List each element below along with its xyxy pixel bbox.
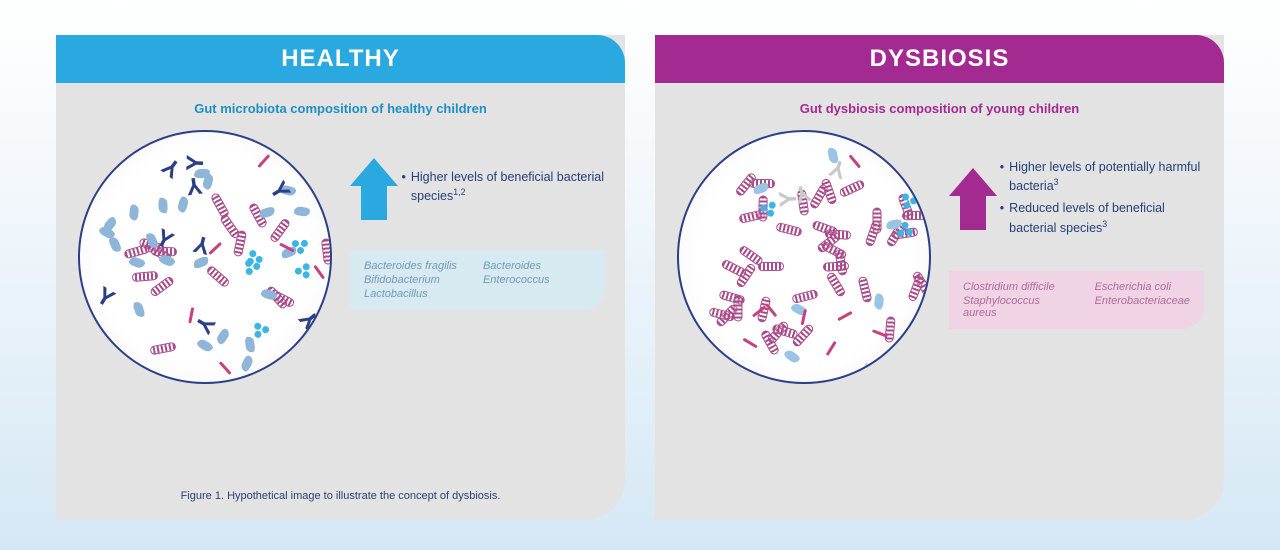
bullet-list-dysbiosis: Higher levels of potentially harmful bac… — [1000, 158, 1204, 241]
up-arrow-icon — [350, 158, 387, 220]
microbiota-circle-healthy: YYYYYYYYY — [78, 130, 332, 384]
panels: HEALTHY Gut microbiota composition of he… — [56, 35, 1224, 520]
panel-header-dysbiosis: DYSBIOSIS — [655, 35, 1224, 83]
species-box-healthy: Bacteroides fragilisBifidobacteriumLacto… — [350, 250, 605, 310]
info-col-dysbiosis: Higher levels of potentially harmful bac… — [949, 130, 1204, 335]
panel-body-dysbiosis: YYYY Higher levels of potentially harmfu… — [655, 124, 1224, 520]
microbiota-circle-dysbiosis: YYYY — [677, 130, 931, 384]
panel-healthy: HEALTHY Gut microbiota composition of he… — [56, 35, 625, 520]
figure-caption: Figure 1. Hypothetical image to illustra… — [56, 490, 625, 520]
panel-header-healthy: HEALTHY — [56, 35, 625, 83]
info-col-healthy: Higher levels of beneficial bacterial sp… — [350, 130, 605, 316]
bullet-list-healthy: Higher levels of beneficial bacterial sp… — [401, 168, 605, 209]
panel-dysbiosis: DYSBIOSIS Gut dysbiosis composition of y… — [655, 35, 1224, 520]
panel-subtitle-dysbiosis: Gut dysbiosis composition of young child… — [655, 101, 1224, 116]
panel-body-healthy: YYYYYYYYY Higher levels of beneficial ba… — [56, 124, 625, 490]
species-box-dysbiosis: Clostridium difficileStaphylococcus aure… — [949, 271, 1204, 329]
up-arrow-icon — [949, 168, 986, 230]
panel-subtitle-healthy: Gut microbiota composition of healthy ch… — [56, 101, 625, 116]
